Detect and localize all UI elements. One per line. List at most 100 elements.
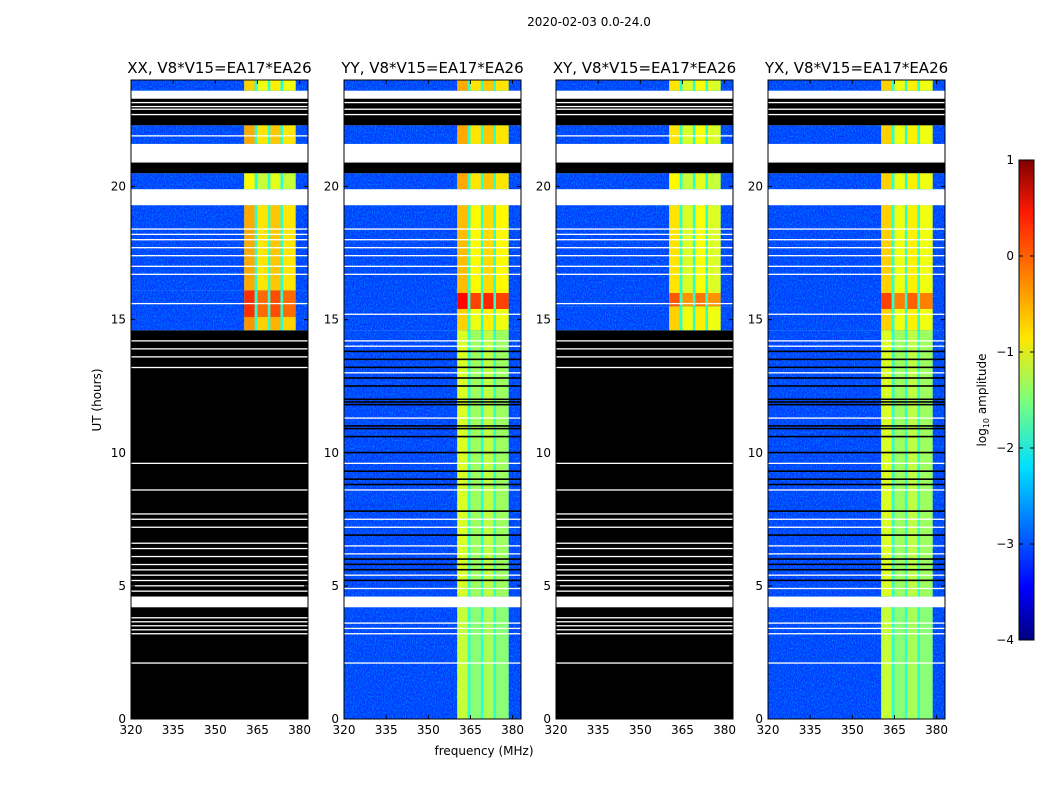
- flag-line: [556, 105, 733, 108]
- zero-segment: [344, 162, 521, 174]
- y-tick-label: 5: [543, 579, 551, 593]
- x-tick-label: 365: [883, 723, 906, 737]
- zero-line: [344, 558, 521, 560]
- band-cell: [282, 125, 296, 144]
- flag-line: [768, 417, 945, 419]
- band-cell: [907, 205, 918, 293]
- panel-title: XX, V8*V15=EA17*EA26: [127, 59, 311, 77]
- flag-line: [344, 372, 521, 374]
- flagged-segment: [131, 596, 308, 608]
- band-cell: [470, 293, 481, 309]
- flag-line: [556, 617, 733, 619]
- zero-line: [768, 451, 945, 454]
- band-cell: [907, 125, 918, 144]
- flag-line: [344, 622, 521, 624]
- noise-texture: [344, 80, 521, 91]
- flag-line: [131, 247, 308, 249]
- band-cell: [669, 80, 680, 91]
- band-cell: [282, 316, 296, 331]
- band-cell: [495, 308, 509, 331]
- flag-line: [768, 462, 945, 464]
- band-cell: [495, 80, 509, 91]
- band-cell: [483, 308, 494, 331]
- band-cell: [470, 125, 481, 144]
- band-gap-cell: [881, 173, 933, 190]
- y-tick-label: 15: [324, 313, 339, 327]
- band-cell: [270, 80, 281, 91]
- flag-line: [556, 113, 733, 116]
- band-cell: [470, 205, 481, 293]
- zero-line: [768, 579, 945, 582]
- band-cell: [483, 80, 494, 91]
- x-tick-label: 380: [925, 723, 948, 737]
- flag-line: [556, 462, 733, 464]
- flag-line: [556, 340, 733, 342]
- flag-line: [344, 101, 521, 104]
- flag-line: [131, 621, 308, 623]
- x-tick-label: 350: [629, 723, 652, 737]
- flag-line: [768, 108, 945, 110]
- zero-line: [768, 425, 945, 427]
- band-cell: [669, 306, 680, 331]
- flag-line: [556, 547, 733, 550]
- zero-line: [344, 483, 521, 486]
- band-cell: [695, 205, 706, 293]
- flag-line: [131, 569, 308, 571]
- band-cell: [470, 308, 481, 331]
- y-tick-label: 20: [748, 180, 763, 194]
- flag-line: [768, 265, 945, 267]
- flag-line: [556, 555, 733, 558]
- zero-line: [768, 435, 945, 438]
- flag-line: [131, 228, 308, 230]
- flag-line: [768, 627, 945, 630]
- colorbar-tick-label: −1: [996, 345, 1014, 359]
- zero-line: [768, 427, 945, 430]
- flag-line: [556, 255, 733, 257]
- flag-line: [131, 633, 308, 635]
- x-tick-label: 335: [162, 723, 185, 737]
- x-tick-label: 320: [757, 723, 780, 737]
- y-tick-label: 10: [536, 446, 551, 460]
- zero-line: [768, 558, 945, 560]
- band-gap-cell: [881, 80, 933, 91]
- x-tick-label: 335: [375, 723, 398, 737]
- band-cell: [282, 80, 296, 91]
- flag-line: [768, 345, 945, 347]
- flagged-segment: [344, 596, 521, 608]
- flag-line: [344, 553, 521, 555]
- flagged-segment: [344, 90, 521, 99]
- band-cell: [881, 308, 892, 331]
- flag-line: [344, 228, 521, 230]
- flag-line: [344, 255, 521, 257]
- flag-line: [131, 542, 308, 544]
- zero-line: [344, 385, 521, 387]
- band-gap-cell: [669, 306, 721, 331]
- flag-line: [344, 313, 521, 315]
- flag-line: [344, 340, 521, 342]
- band-gap-cell: [244, 80, 296, 91]
- band-cell: [457, 80, 468, 91]
- x-tick-label: 350: [841, 723, 864, 737]
- flag-line: [344, 113, 521, 116]
- flag-line: [131, 513, 308, 515]
- x-tick-label: 365: [246, 723, 269, 737]
- x-tick-label: 380: [501, 723, 524, 737]
- zero-line: [344, 478, 521, 480]
- band-cell: [483, 125, 494, 144]
- y-tick-label: 15: [111, 313, 126, 327]
- flag-line: [556, 273, 733, 275]
- flag-line: [556, 585, 733, 587]
- flag-line: [768, 545, 945, 547]
- y-tick-label: 0: [543, 712, 551, 726]
- flag-line: [556, 233, 733, 236]
- x-tick-label: 350: [417, 723, 440, 737]
- flagged-segment: [768, 596, 945, 608]
- zero-segment: [556, 162, 733, 174]
- zero-line: [344, 403, 521, 406]
- flag-line: [131, 662, 308, 664]
- zero-line: [344, 350, 521, 353]
- flag-line: [131, 526, 308, 528]
- flag-line: [131, 302, 308, 305]
- x-tick-label: 365: [671, 723, 694, 737]
- flag-line: [768, 526, 945, 528]
